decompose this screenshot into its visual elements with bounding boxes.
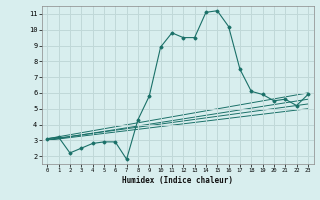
X-axis label: Humidex (Indice chaleur): Humidex (Indice chaleur)	[122, 176, 233, 185]
